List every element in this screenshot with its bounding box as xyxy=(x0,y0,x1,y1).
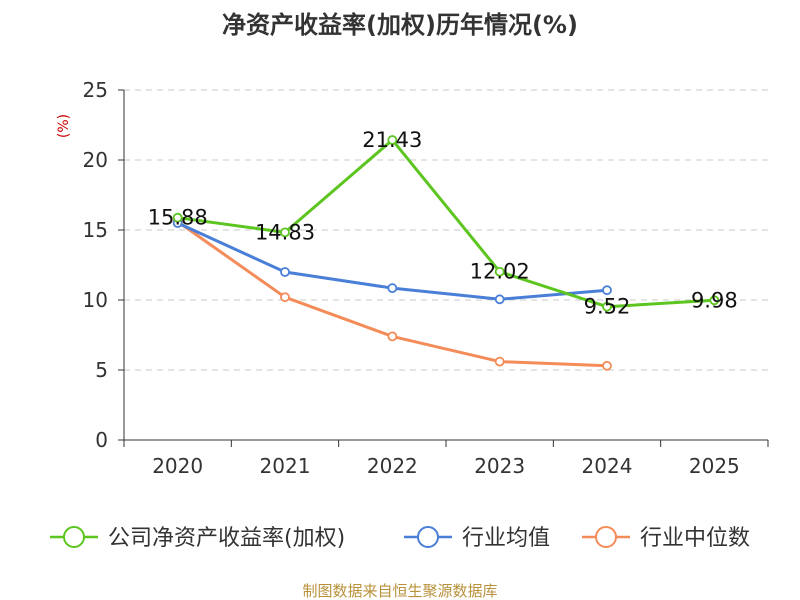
data-point xyxy=(709,295,720,306)
y-tick-label: 20 xyxy=(83,148,108,172)
legend: 公司净资产收益率(加权) 行业均值 行业中位数 xyxy=(50,526,750,551)
data-label: 9.98 xyxy=(691,288,738,312)
x-tick-label: 2022 xyxy=(367,454,418,478)
data-labels: 15.88 14.83 21.43 12.02 9.52 9.98 xyxy=(148,128,738,319)
data-point xyxy=(602,301,612,312)
x-tick-label: 2023 xyxy=(474,454,525,478)
data-label: 9.52 xyxy=(584,295,631,319)
y-tick-label: 5 xyxy=(95,358,108,382)
data-point xyxy=(602,285,612,296)
x-tick-label: 2024 xyxy=(582,454,633,478)
legend-label: 公司净资产收益率(加权) xyxy=(108,526,345,551)
series-line xyxy=(177,138,715,309)
data-point xyxy=(280,267,290,277)
data-label: 21.43 xyxy=(362,128,422,152)
chart-title: 净资产收益率(加权)历年情况(%) xyxy=(222,11,578,39)
data-point xyxy=(280,292,290,303)
grid-lines xyxy=(124,89,768,371)
y-tick-label: 10 xyxy=(83,288,108,312)
legend-circle-icon xyxy=(595,526,617,548)
data-point xyxy=(387,135,398,145)
data-point xyxy=(494,294,505,305)
legend-label: 行业中位数 xyxy=(640,526,750,551)
data-point xyxy=(172,212,183,223)
series-line xyxy=(176,220,608,368)
legend-label: 行业均值 xyxy=(462,526,550,551)
y-tick-label: 25 xyxy=(83,78,108,102)
y-axis-label: (%) xyxy=(56,114,72,138)
source-note: 制图数据来自恒生聚源数据库 xyxy=(302,582,497,600)
data-point xyxy=(494,356,505,367)
x-tick-label: 2020 xyxy=(152,454,203,478)
data-label: 14.83 xyxy=(255,220,315,244)
data-point xyxy=(387,283,398,294)
y-tick-label: 0 xyxy=(95,428,108,452)
series-lines xyxy=(172,135,720,371)
y-tick-label: 15 xyxy=(83,218,108,242)
data-point xyxy=(602,360,612,371)
x-tick-label: 2021 xyxy=(260,454,311,478)
legend-circle-icon xyxy=(63,526,85,548)
data-label: 15.88 xyxy=(148,206,208,230)
data-point xyxy=(387,331,398,342)
x-tick-label: 2025 xyxy=(689,454,740,478)
data-point xyxy=(280,227,290,238)
legend-circle-icon xyxy=(417,526,439,548)
data-label: 12.02 xyxy=(470,260,530,284)
data-point xyxy=(494,266,505,277)
